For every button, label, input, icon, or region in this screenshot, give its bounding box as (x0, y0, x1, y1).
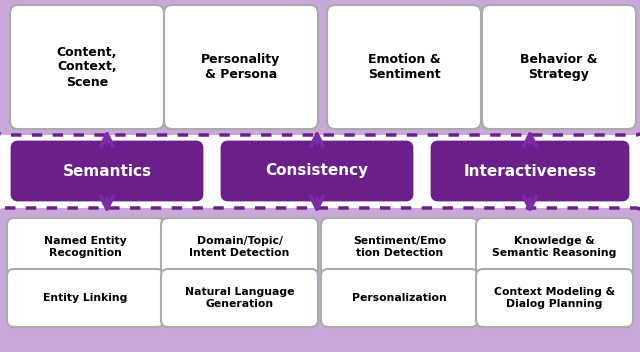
Text: Behavior &
Strategy: Behavior & Strategy (520, 53, 598, 81)
FancyBboxPatch shape (161, 269, 318, 327)
FancyBboxPatch shape (476, 218, 633, 276)
Text: Personalization: Personalization (352, 293, 447, 303)
Text: Content,
Context,
Scene: Content, Context, Scene (57, 45, 117, 88)
FancyBboxPatch shape (161, 218, 318, 276)
FancyBboxPatch shape (0, 208, 640, 352)
FancyBboxPatch shape (476, 269, 633, 327)
FancyBboxPatch shape (321, 269, 478, 327)
Text: Domain/Topic/
Intent Detection: Domain/Topic/ Intent Detection (189, 236, 290, 258)
Text: Context Modeling &
Dialog Planning: Context Modeling & Dialog Planning (494, 287, 615, 309)
FancyBboxPatch shape (7, 269, 164, 327)
FancyBboxPatch shape (12, 142, 202, 200)
Text: Emotion &
Sentiment: Emotion & Sentiment (368, 53, 440, 81)
FancyBboxPatch shape (0, 0, 640, 135)
FancyBboxPatch shape (10, 5, 164, 129)
FancyBboxPatch shape (327, 5, 481, 129)
Text: Entity Linking: Entity Linking (44, 293, 128, 303)
FancyBboxPatch shape (7, 218, 164, 276)
FancyBboxPatch shape (321, 218, 478, 276)
Text: Named Entity
Recognition: Named Entity Recognition (44, 236, 127, 258)
FancyBboxPatch shape (432, 142, 628, 200)
FancyBboxPatch shape (164, 5, 318, 129)
FancyBboxPatch shape (482, 5, 636, 129)
Text: Sentiment/Emo
tion Detection: Sentiment/Emo tion Detection (353, 236, 446, 258)
Text: Natural Language
Generation: Natural Language Generation (185, 287, 294, 309)
Text: Personality
& Persona: Personality & Persona (202, 53, 280, 81)
Text: Knowledge &
Semantic Reasoning: Knowledge & Semantic Reasoning (492, 236, 617, 258)
Text: Interactiveness: Interactiveness (463, 163, 596, 178)
Text: Consistency: Consistency (266, 163, 369, 178)
FancyBboxPatch shape (222, 142, 412, 200)
Text: Semantics: Semantics (63, 163, 152, 178)
